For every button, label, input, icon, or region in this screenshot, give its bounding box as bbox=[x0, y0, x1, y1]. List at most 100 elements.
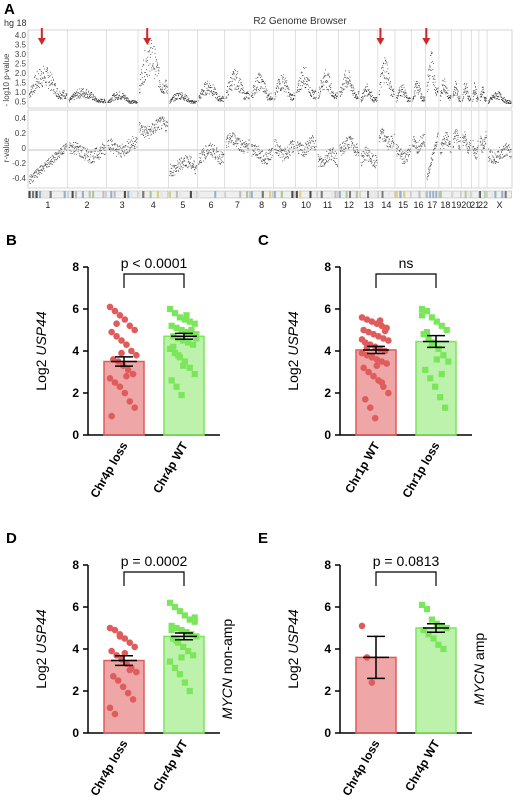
top-track-point bbox=[402, 89, 403, 90]
bottom-track-point bbox=[498, 151, 500, 153]
bottom-track-point bbox=[139, 131, 141, 133]
top-track-point bbox=[467, 96, 469, 98]
bottom-track-point bbox=[344, 143, 346, 144]
bottom-track-point bbox=[205, 145, 206, 147]
top-track-point bbox=[481, 96, 483, 98]
top-track-point bbox=[433, 76, 435, 78]
bottom-track-point bbox=[318, 157, 320, 159]
bottom-track-point bbox=[467, 150, 469, 152]
bottom-track-point bbox=[171, 165, 173, 166]
top-track-point bbox=[383, 77, 385, 79]
bottom-track-point bbox=[48, 158, 49, 160]
top-track-point bbox=[499, 99, 500, 101]
top-track-point bbox=[182, 97, 184, 99]
bottom-track-point bbox=[205, 158, 207, 160]
top-track-point bbox=[350, 80, 351, 82]
bottom-track-point bbox=[221, 153, 223, 155]
top-track-point bbox=[501, 97, 503, 98]
bottom-track-point bbox=[37, 173, 39, 175]
top-track-point bbox=[477, 99, 479, 101]
top-track-point bbox=[229, 86, 231, 87]
top-track-point bbox=[288, 89, 290, 91]
bottom-track-point bbox=[449, 141, 451, 143]
bottom-track-point bbox=[149, 131, 151, 133]
top-track-point bbox=[429, 75, 431, 77]
bottom-track-point bbox=[467, 152, 469, 153]
data-point bbox=[383, 360, 391, 367]
bottom-track-point bbox=[99, 149, 100, 151]
top-track-data bbox=[29, 40, 512, 105]
bottom-track-point bbox=[335, 155, 337, 157]
top-track-point bbox=[238, 87, 239, 89]
top-track-point bbox=[166, 90, 168, 91]
chromosome-band bbox=[81, 191, 84, 198]
chromosome-band bbox=[214, 191, 217, 198]
top-track-point bbox=[140, 79, 141, 81]
top-track-point bbox=[40, 71, 42, 72]
top-track-point bbox=[313, 91, 315, 92]
bottom-track-point bbox=[125, 153, 127, 155]
top-track-point bbox=[95, 100, 97, 102]
top-track-point bbox=[373, 97, 374, 98]
data-point bbox=[428, 341, 435, 348]
top-track-point bbox=[214, 89, 216, 90]
top-track-point bbox=[328, 75, 330, 77]
top-track-point bbox=[335, 97, 337, 99]
top-track-point bbox=[88, 90, 90, 92]
top-track-point bbox=[280, 75, 282, 76]
bottom-track-point bbox=[468, 144, 470, 146]
bottom-track-point bbox=[496, 161, 497, 162]
top-track-point bbox=[384, 71, 386, 73]
top-track-point bbox=[448, 97, 450, 99]
bottom-track-point bbox=[332, 149, 333, 151]
data-point bbox=[121, 389, 129, 397]
bottom-track-point bbox=[381, 127, 383, 129]
bottom-track-point bbox=[277, 150, 279, 151]
top-track-point bbox=[145, 72, 147, 73]
top-track-point bbox=[503, 101, 505, 103]
data-point bbox=[183, 629, 190, 636]
top-track-point bbox=[154, 68, 155, 70]
bottom-track-point bbox=[266, 163, 268, 164]
bottom-track-point bbox=[491, 155, 493, 157]
top-track-point bbox=[510, 101, 512, 103]
top-track-point bbox=[414, 95, 416, 97]
top-track-point bbox=[477, 98, 479, 99]
top-track-point bbox=[507, 103, 509, 104]
bottom-track-point bbox=[40, 169, 41, 171]
bottom-track-point bbox=[73, 150, 75, 152]
bottom-track-point bbox=[103, 145, 105, 147]
bottom-track-point bbox=[242, 142, 244, 144]
bottom-track-point bbox=[335, 162, 336, 163]
top-track-point bbox=[285, 86, 287, 88]
bottom-track-point bbox=[465, 144, 467, 146]
bottom-track-point bbox=[187, 161, 189, 162]
bottom-track-point bbox=[385, 139, 387, 140]
bottom-track-point bbox=[383, 138, 385, 140]
data-point bbox=[368, 679, 376, 686]
bottom-track-point bbox=[160, 117, 162, 119]
top-track-point bbox=[415, 83, 417, 85]
top-track-point bbox=[420, 95, 422, 97]
bottom-track-point bbox=[194, 172, 196, 174]
top-track-point bbox=[379, 82, 381, 84]
bottom-track-point bbox=[142, 131, 143, 133]
top-track-point bbox=[92, 99, 93, 101]
top-track-point bbox=[345, 70, 346, 72]
bottom-track-point bbox=[63, 152, 65, 154]
top-track-point bbox=[384, 57, 386, 59]
data-point bbox=[358, 622, 366, 630]
bottom-track-point bbox=[157, 119, 159, 121]
top-track-point bbox=[45, 82, 47, 84]
bottom-track-point bbox=[145, 129, 147, 131]
top-track-point bbox=[92, 98, 94, 100]
bottom-track-point bbox=[189, 162, 191, 164]
data-point bbox=[422, 366, 429, 373]
bottom-track-point bbox=[414, 138, 415, 140]
bottom-track-point bbox=[134, 141, 136, 142]
top-track-point bbox=[113, 94, 115, 96]
bottom-track-point bbox=[442, 145, 444, 147]
bottom-track-point bbox=[177, 160, 179, 162]
bottom-track-point bbox=[333, 153, 335, 154]
bottom-track-point bbox=[346, 144, 348, 146]
